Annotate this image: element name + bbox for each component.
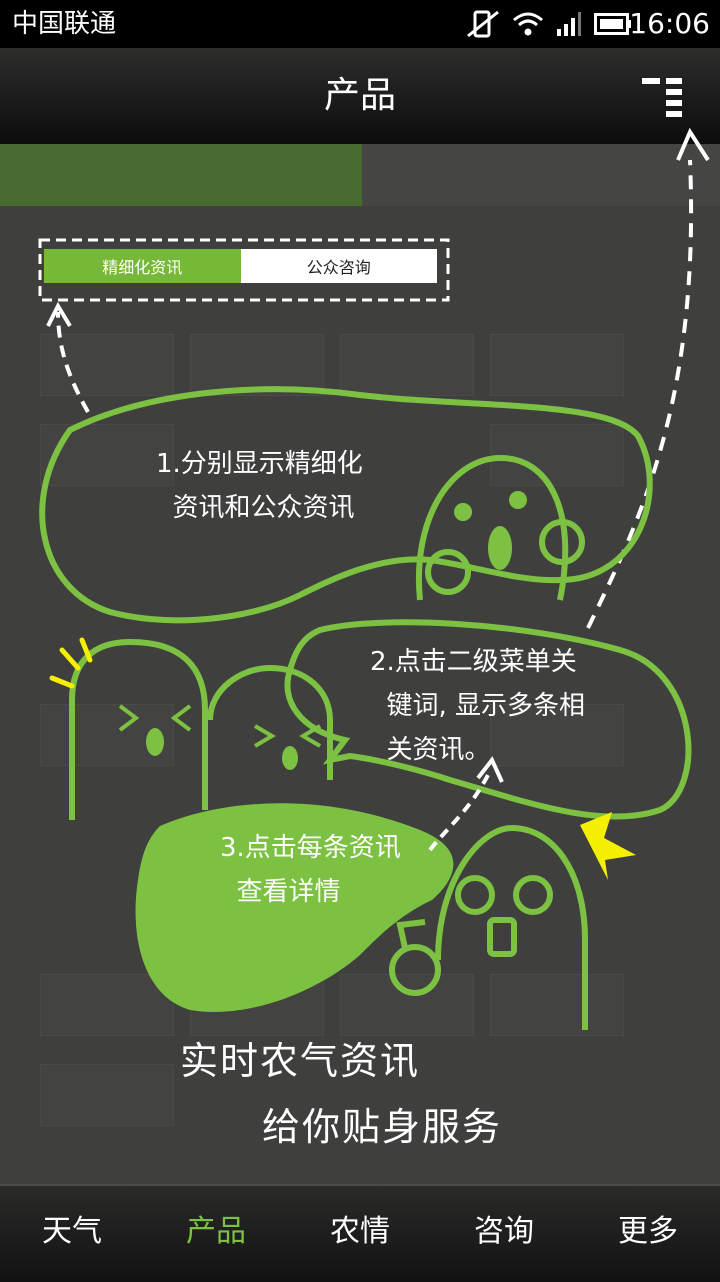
arrow-to-menu: [586, 159, 694, 629]
speech-bubble-1: [39, 386, 653, 624]
slogan-line-1: 实时农气资讯: [180, 1039, 421, 1083]
guide-note-1: 1.分别显示精细化 资讯和公众资讯: [156, 449, 363, 523]
guide-note-2: 2.点击二级菜单关 键词, 显示多条相 关资讯。: [370, 647, 586, 765]
sparkle-icon: [580, 812, 636, 880]
segment-tabs: 精细化资讯 公众咨询: [44, 249, 437, 283]
page-title: 产品: [323, 75, 396, 116]
nav-products[interactable]: 产品: [186, 1214, 246, 1249]
status-bar: 中国联通 16:06: [0, 0, 720, 48]
arrow-note3: [428, 774, 490, 852]
guide-note-3: 3.点击每条资讯 查看详情: [220, 833, 401, 907]
wifi-icon: [513, 12, 543, 36]
arrow-to-tabs: [56, 311, 90, 413]
signal-icon: [557, 12, 581, 36]
clock: 16:06: [629, 7, 710, 40]
nav-consult[interactable]: 咨询: [474, 1214, 534, 1249]
nav-more[interactable]: 更多: [618, 1214, 678, 1249]
bottom-navigation: 天气 产品 农情 咨询 更多: [0, 1184, 720, 1282]
ghost-left: [49, 637, 333, 820]
tab-public-consult[interactable]: 公众咨询: [240, 249, 437, 283]
nav-agri-condition[interactable]: 农情: [330, 1214, 390, 1249]
speech-blob-3: [135, 803, 454, 1012]
ghost-top: [416, 454, 585, 601]
guide-illustration: [38, 127, 710, 1030]
surprise-marks-left: [49, 637, 93, 689]
slogan-line-2: 给你贴身服务: [262, 1105, 503, 1149]
ghost-bottom: [389, 824, 588, 1030]
carrier-name: 中国联通: [12, 9, 117, 39]
speech-bubble-2: [284, 619, 692, 820]
battery-icon: [594, 13, 631, 35]
menu-icon[interactable]: [642, 78, 690, 122]
tab-fine-info[interactable]: 精细化资讯: [44, 249, 241, 283]
vibrate-off-icon: [467, 10, 499, 38]
title-bar: 产品: [0, 48, 720, 144]
nav-weather[interactable]: 天气: [42, 1214, 102, 1249]
tabs-highlight-frame: [38, 238, 450, 302]
